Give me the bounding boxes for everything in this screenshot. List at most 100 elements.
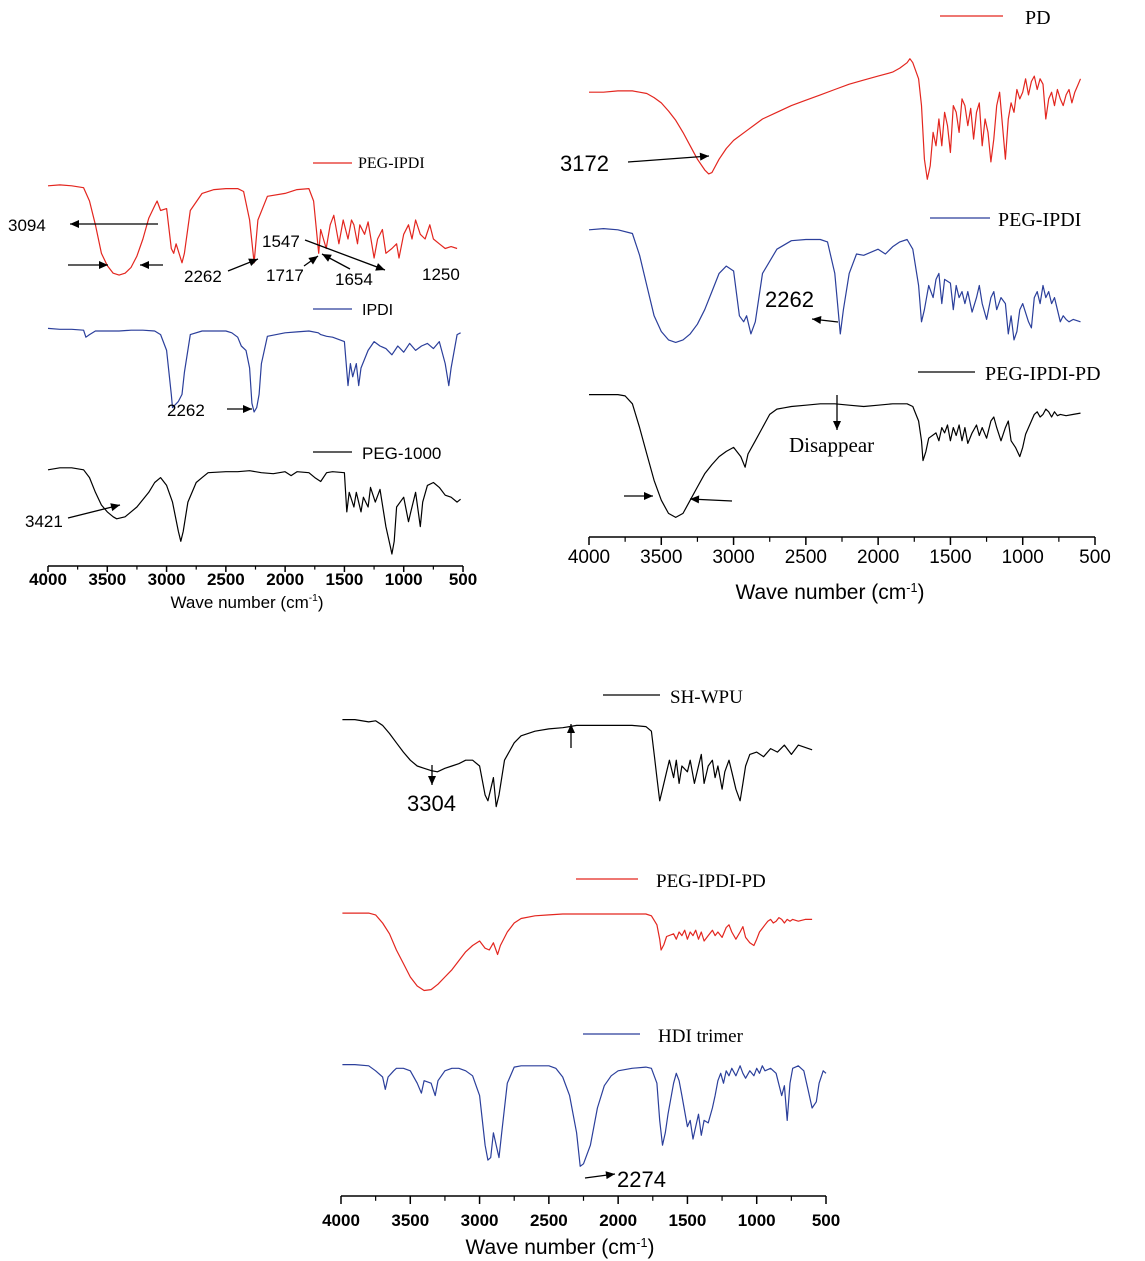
- arrowhead: [605, 1171, 615, 1180]
- peak-label: 2274: [617, 1167, 666, 1192]
- arrow-2274: [584, 1171, 616, 1180]
- arrowhead: [375, 263, 385, 271]
- arrow-3094: [70, 220, 158, 228]
- arrow-2262-ipdi: [227, 405, 252, 413]
- x-tick-label: 1500: [929, 547, 971, 568]
- annotation-arrow: [140, 261, 163, 269]
- x-axis-title: Wave number (cm-1): [736, 581, 925, 604]
- x-tick-label: 500: [449, 570, 477, 589]
- legend-label: PEG-IPDI: [998, 209, 1081, 231]
- x-tick-label: 4000: [29, 570, 67, 589]
- arrowhead: [567, 724, 575, 733]
- arrow-1654: [321, 253, 351, 270]
- chart-panel-top-right: 4000 3500 3000 2500 2000 1500 1000 500 Wave numb…: [568, 7, 1111, 604]
- legend-label: PEG-IPDI-PD: [985, 363, 1101, 385]
- x-axis-title-sup: -1: [906, 581, 917, 595]
- arrowhead: [322, 254, 332, 262]
- legend-label: PEG-IPDI-PD: [656, 871, 766, 892]
- peak-label: 1250: [422, 265, 460, 284]
- x-tick-label: 1500: [326, 570, 364, 589]
- series-line-sh-wpu: [342, 719, 813, 808]
- x-tick-label: 2500: [785, 547, 827, 568]
- x-axis-title-main: Wave number (cm: [736, 581, 907, 604]
- x-tick-label: 500: [1079, 547, 1111, 568]
- annotation-arrow: [624, 492, 653, 500]
- arrowhead: [699, 152, 709, 161]
- arrowhead: [644, 492, 653, 500]
- arrow-2262-pegipdi: [811, 316, 839, 325]
- x-axis-title-close: ): [917, 581, 924, 604]
- arrowhead: [243, 405, 252, 413]
- x-tick-label: 3000: [712, 547, 754, 568]
- peak-label: 1654: [335, 270, 373, 289]
- peak-label: 2262: [765, 287, 814, 312]
- series-line-peg-ipdi-pd: [342, 912, 813, 992]
- x-tick-label: 4000: [322, 1211, 360, 1230]
- chart-panel-top-left: 4000 3500 3000 2500 2000 1500 1000 500 Wave numb…: [29, 155, 477, 612]
- peak-label: 3304: [407, 791, 456, 816]
- arrowhead: [690, 495, 700, 504]
- x-axis-title-main: Wave number (cm: [171, 593, 309, 612]
- arrowhead: [812, 316, 822, 325]
- peak-label: Disappear: [789, 433, 874, 457]
- peak-label: 2262: [184, 267, 222, 286]
- peak-label: 3094: [8, 216, 46, 235]
- x-tick-label: 2500: [207, 570, 245, 589]
- arrow-shaft: [627, 155, 710, 163]
- series-line-peg-ipdi: [588, 228, 1081, 343]
- arrow-3304: [428, 765, 436, 785]
- legend-label: PEG-1000: [362, 444, 441, 463]
- x-tick-label: 500: [812, 1211, 840, 1230]
- arrowhead: [308, 256, 318, 265]
- x-axis-title-sup: -1: [636, 1236, 647, 1250]
- arrow-2262: [227, 258, 259, 272]
- peak-label: 2262: [167, 401, 205, 420]
- annotation-arrow: [689, 495, 733, 504]
- series-line-peg-1000: [47, 467, 461, 555]
- x-tick-label: 3000: [148, 570, 186, 589]
- arrow-1717: [303, 255, 319, 267]
- x-tick-label: 3000: [461, 1211, 499, 1230]
- x-tick-label: 3500: [640, 547, 682, 568]
- arrowhead: [428, 776, 436, 785]
- series-line-peg-ipdi-pd: [589, 394, 1081, 518]
- x-axis-title-main: Wave number (cm: [466, 1236, 637, 1259]
- x-axis: 4000 3500 3000 2500 2000 1500 1000 500 Wave numb…: [322, 1195, 840, 1259]
- x-axis: 4000 3500 3000 2500 2000 1500 1000 500 Wave numb…: [568, 536, 1111, 604]
- x-tick-label: 1000: [1002, 547, 1044, 568]
- x-axis-title-close: ): [318, 593, 324, 612]
- x-tick-label: 1000: [385, 570, 423, 589]
- x-tick-label: 1000: [738, 1211, 776, 1230]
- x-tick-label: 4000: [568, 547, 610, 568]
- x-tick-label: 2000: [266, 570, 304, 589]
- series-line-pd: [589, 58, 1082, 180]
- series-line-peg-ipdi: [47, 184, 458, 276]
- arrow-shaft: [304, 239, 386, 271]
- peak-label: 3172: [560, 151, 609, 176]
- annotation-arrow: [68, 261, 108, 269]
- arrow-sh: [567, 724, 575, 748]
- arrowhead: [833, 421, 841, 430]
- peak-label: 3421: [25, 512, 63, 531]
- x-axis-title: Wave number (cm-1): [171, 593, 324, 612]
- series-line-ipdi: [47, 327, 461, 413]
- arrow-3172: [627, 152, 710, 163]
- legend-label: PEG-IPDI: [358, 155, 425, 172]
- arrow-disappear: [833, 395, 841, 430]
- peak-label: 1547: [262, 232, 300, 251]
- arrow-3421: [67, 503, 121, 519]
- x-tick-label: 2000: [599, 1211, 637, 1230]
- arrow-1547-1250: [304, 239, 386, 271]
- legend-label: PD: [1025, 7, 1051, 29]
- legend-label: IPDI: [362, 302, 393, 319]
- arrowhead: [248, 258, 258, 267]
- x-tick-label: 1500: [669, 1211, 707, 1230]
- arrowhead: [110, 503, 120, 512]
- x-tick-label: 2000: [857, 547, 899, 568]
- x-axis-title-sup: -1: [309, 593, 318, 604]
- arrowhead: [140, 261, 149, 269]
- x-tick-label: 3500: [391, 1211, 429, 1230]
- arrowhead: [99, 261, 108, 269]
- series-line-hdi-trimer: [342, 1064, 827, 1167]
